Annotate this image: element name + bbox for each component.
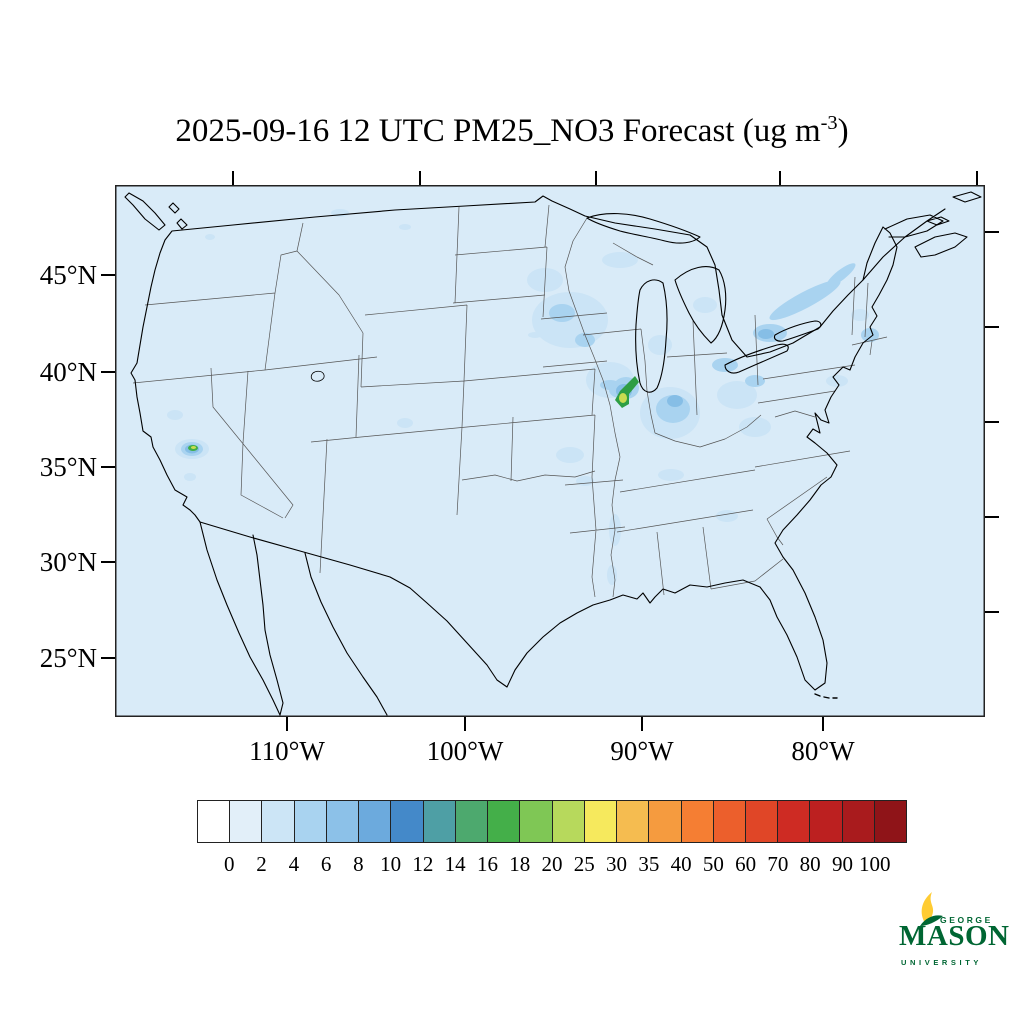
axis-tick-left <box>101 274 115 276</box>
plot-title-superscript: -3 <box>820 112 838 134</box>
colorbar-label: 16 <box>476 852 498 876</box>
axis-tick-bottom <box>464 717 466 731</box>
colorbar-cell <box>455 801 489 842</box>
plot-title: 2025-09-16 12 UTC PM25_NO3 Forecast (ug … <box>0 112 1024 150</box>
axis-tick-bottom <box>822 717 824 731</box>
x-axis-label: 80°W <box>791 736 855 766</box>
axis-tick-left <box>101 466 115 468</box>
hotspot-california <box>188 445 198 451</box>
colorbar <box>197 800 907 843</box>
colorbar-label: 50 <box>702 852 724 876</box>
y-axis-label: 35°N <box>39 452 97 482</box>
y-axis-label: 45°N <box>39 260 97 290</box>
colorbar-label: 40 <box>670 852 692 876</box>
x-axis-label: 110°W <box>249 736 325 766</box>
colorbar-label: 20 <box>541 852 563 876</box>
axis-tick-right <box>985 421 999 423</box>
y-axis-label: 30°N <box>39 547 97 577</box>
axis-tick-bottom <box>641 717 643 731</box>
axis-tick-right <box>985 326 999 328</box>
us-outline <box>130 195 898 691</box>
colorbar-label: 10 <box>380 852 402 876</box>
great-salt-lake <box>310 370 325 382</box>
colorbar-cell <box>617 801 650 842</box>
canada-coast <box>124 191 982 281</box>
colorbar-label: 14 <box>444 852 466 876</box>
colorbar-label: 70 <box>767 852 789 876</box>
x-axis-label: 90°W <box>610 736 674 766</box>
colorbar-cell <box>713 801 746 842</box>
colorbar-label: 35 <box>638 852 660 876</box>
colorbar-cell <box>810 801 843 842</box>
axis-tick-top <box>232 171 234 185</box>
axis-tick-right <box>985 516 999 518</box>
axis-tick-left <box>101 371 115 373</box>
axis-tick-left <box>101 561 115 563</box>
x-axis-label: 100°W <box>426 736 504 766</box>
colorbar-cell <box>391 801 424 842</box>
logo-mason-text: MASON <box>899 920 1010 952</box>
colorbar-cell <box>649 801 682 842</box>
colorbar-cell <box>552 801 585 842</box>
us-forecast-map <box>115 185 985 717</box>
axis-tick-top <box>595 171 597 185</box>
colorbar-label: 25 <box>573 852 595 876</box>
great-lakes <box>586 213 822 393</box>
map-frame <box>115 185 985 717</box>
colorbar-cell <box>874 801 907 842</box>
colorbar-cell <box>584 801 618 842</box>
colorbar-label: 12 <box>412 852 434 876</box>
colorbar-label: 60 <box>735 852 757 876</box>
state-borders <box>132 204 888 598</box>
gmu-logo: GEORGE MASON UNIVERSITY <box>893 890 1021 978</box>
colorbar-cell <box>778 801 811 842</box>
colorbar-cell <box>294 801 327 842</box>
colorbar-label: 100 <box>858 852 891 876</box>
logo-flame-icon <box>920 892 943 926</box>
colorbar-label: 80 <box>799 852 821 876</box>
axis-tick-right <box>985 231 999 233</box>
plot-title-suffix: ) <box>837 113 849 149</box>
logo-george-text: GEORGE <box>940 915 993 925</box>
colorbar-label: 18 <box>509 852 531 876</box>
florida-keys <box>814 693 838 699</box>
colorbar-cell <box>745 801 779 842</box>
colorbar-label: 30 <box>606 852 628 876</box>
mexico-coast <box>199 521 388 716</box>
map-border <box>115 185 985 717</box>
y-axis-label: 40°N <box>39 357 97 387</box>
colorbar-cell <box>198 801 231 842</box>
colorbar-cell <box>230 801 263 842</box>
plot-title-text: 2025-09-16 12 UTC PM25_NO3 Forecast (ug … <box>175 113 821 149</box>
colorbar-cell <box>681 801 714 842</box>
colorbar-cell <box>842 801 875 842</box>
colorbar-cell <box>326 801 360 842</box>
colorbar-label: 6 <box>320 852 332 876</box>
hotspot-illinois <box>615 376 639 408</box>
colorbar-cell <box>520 801 553 842</box>
colorbar-cell <box>488 801 521 842</box>
colorbar-label: 90 <box>831 852 853 876</box>
axis-tick-right <box>985 611 999 613</box>
logo-university-text: UNIVERSITY <box>901 958 983 967</box>
colorbar-label: 8 <box>353 852 364 876</box>
y-axis-label: 25°N <box>39 643 97 673</box>
axis-tick-top <box>976 171 978 185</box>
axis-tick-top <box>419 171 421 185</box>
coastline-and-borders <box>124 191 982 716</box>
colorbar-label: 0 <box>224 852 235 876</box>
colorbar-label: 2 <box>256 852 267 876</box>
axis-tick-left <box>101 657 115 659</box>
colorbar-cell <box>262 801 295 842</box>
colorbar-cell <box>359 801 392 842</box>
axis-tick-bottom <box>286 717 288 731</box>
colorbar-cell <box>423 801 456 842</box>
colorbar-label: 4 <box>288 852 300 876</box>
axis-tick-top <box>779 171 781 185</box>
